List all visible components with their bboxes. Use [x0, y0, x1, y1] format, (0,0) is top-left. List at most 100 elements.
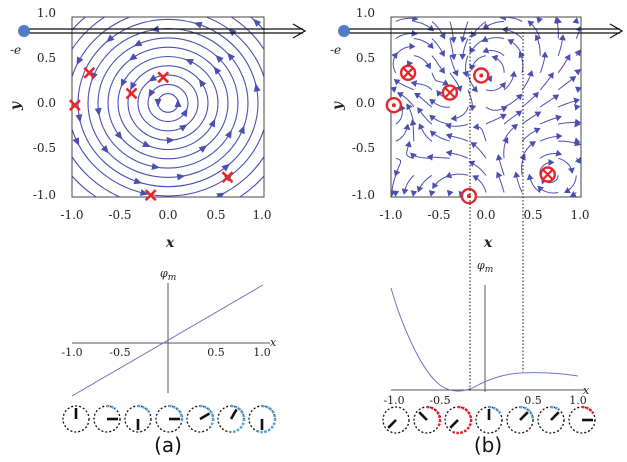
phase-dial-icon — [475, 405, 503, 434]
streamline — [431, 38, 445, 57]
stream-arrow-icon — [131, 198, 141, 207]
streamline — [395, 123, 411, 142]
tick-label: 1.0 — [253, 346, 271, 359]
stream-arrow-icon — [261, 48, 271, 58]
streamline — [393, 78, 415, 91]
streamline — [429, 130, 451, 142]
streamline — [410, 152, 432, 160]
stream-arrow-icon — [215, 54, 224, 64]
streamline — [539, 72, 554, 91]
streamline — [539, 132, 563, 142]
streamline — [468, 160, 487, 176]
phase-dial-icon — [568, 405, 596, 434]
stream-arrow-icon — [94, 107, 102, 117]
streamline — [495, 154, 505, 176]
streamline — [77, 18, 259, 188]
tick-label: 0.5 — [37, 51, 56, 65]
electron-label: -e — [10, 43, 21, 57]
streamline — [527, 20, 541, 39]
stream-arrow-icon — [133, 177, 143, 185]
streamline — [410, 190, 418, 197]
stream-arrow-icon — [75, 114, 83, 123]
tick-label: 0.5 — [207, 346, 225, 359]
streamline — [507, 39, 523, 56]
panel-a-streamlines — [65, 0, 296, 219]
streamline — [513, 171, 523, 193]
phase-dial-icon — [413, 405, 442, 434]
streamline — [521, 111, 542, 125]
panel-label-a: (a) — [154, 433, 182, 457]
stream-arrow-icon — [151, 162, 160, 170]
phase-curve — [71, 284, 264, 397]
stream-arrow-icon — [195, 210, 205, 219]
streamline — [446, 189, 454, 197]
phi-symbol: φ — [477, 259, 485, 272]
streamline — [573, 137, 581, 144]
stream-arrow-icon — [221, 163, 230, 172]
streamline — [467, 89, 477, 112]
streamline — [431, 72, 449, 86]
streamline — [428, 189, 436, 197]
vortex-in-icon — [441, 84, 459, 101]
streamline — [401, 175, 415, 195]
tick-label: 0.0 — [37, 96, 56, 110]
arrowhead-icon — [609, 23, 624, 39]
stream-arrow-icon — [227, 52, 236, 62]
streamline — [429, 114, 450, 125]
phase-dial-icon — [155, 404, 184, 433]
panel-label-b: (b) — [474, 433, 502, 457]
streamline — [393, 157, 402, 177]
stream-arrow-icon — [288, 89, 296, 98]
streamline — [503, 110, 523, 125]
tick-label: -1.0 — [33, 188, 56, 202]
streamline — [472, 123, 487, 142]
phase-x-label: x — [270, 336, 277, 349]
streamline — [449, 21, 457, 44]
streamline — [539, 158, 555, 176]
tick-label: 0.5 — [524, 394, 542, 407]
tick-label: 1.0 — [252, 208, 271, 222]
stream-arrow-icon — [65, 148, 75, 158]
tick-label: -0.5 — [352, 141, 375, 155]
stream-arrow-icon — [253, 18, 262, 27]
streamline — [445, 149, 469, 159]
streamline — [521, 91, 539, 108]
streamline — [431, 55, 446, 74]
streamline — [557, 97, 581, 108]
panel-a-streamplot: -1.0 -0.5 0.0 0.5 1.0 1.0 0.5 0.0 -0.5 -… — [8, 0, 296, 251]
streamline — [503, 123, 518, 142]
tick-label: 0.5 — [206, 208, 225, 222]
stream-arrow-icon — [100, 144, 109, 154]
arrowhead-icon — [292, 23, 307, 39]
panel-b-x-axis-label: x — [483, 235, 493, 251]
streamline — [127, 65, 209, 141]
phase-dial-icon — [217, 404, 246, 434]
vortex-cross-icon — [157, 71, 170, 84]
stream-arrow-icon — [139, 189, 149, 196]
streamline — [526, 173, 541, 193]
tick-label: -0.5 — [108, 208, 131, 222]
tick-label: 1.0 — [356, 6, 375, 20]
streamline — [431, 21, 446, 40]
phi-label: φm — [477, 259, 493, 275]
phase-dial-icon — [382, 406, 410, 434]
streamline — [502, 136, 509, 159]
stream-arrow-icon — [178, 124, 188, 132]
streamline — [482, 46, 505, 57]
streamline — [537, 185, 559, 194]
stream-arrow-icon — [195, 0, 205, 8]
streamline — [460, 21, 469, 43]
streamline — [396, 92, 415, 108]
streamline — [501, 26, 523, 39]
streamline — [414, 92, 433, 108]
streamline — [395, 17, 419, 22]
streamline — [536, 17, 544, 24]
streamline — [569, 190, 577, 197]
panel-b-y-axis-label: y — [330, 101, 346, 111]
streamline — [499, 17, 523, 22]
streamline — [472, 175, 487, 193]
streamline — [137, 74, 199, 132]
tick-label: 1.0 — [570, 208, 589, 222]
vortex-cross-icon — [83, 66, 96, 79]
tick-label: 0.0 — [158, 208, 177, 222]
